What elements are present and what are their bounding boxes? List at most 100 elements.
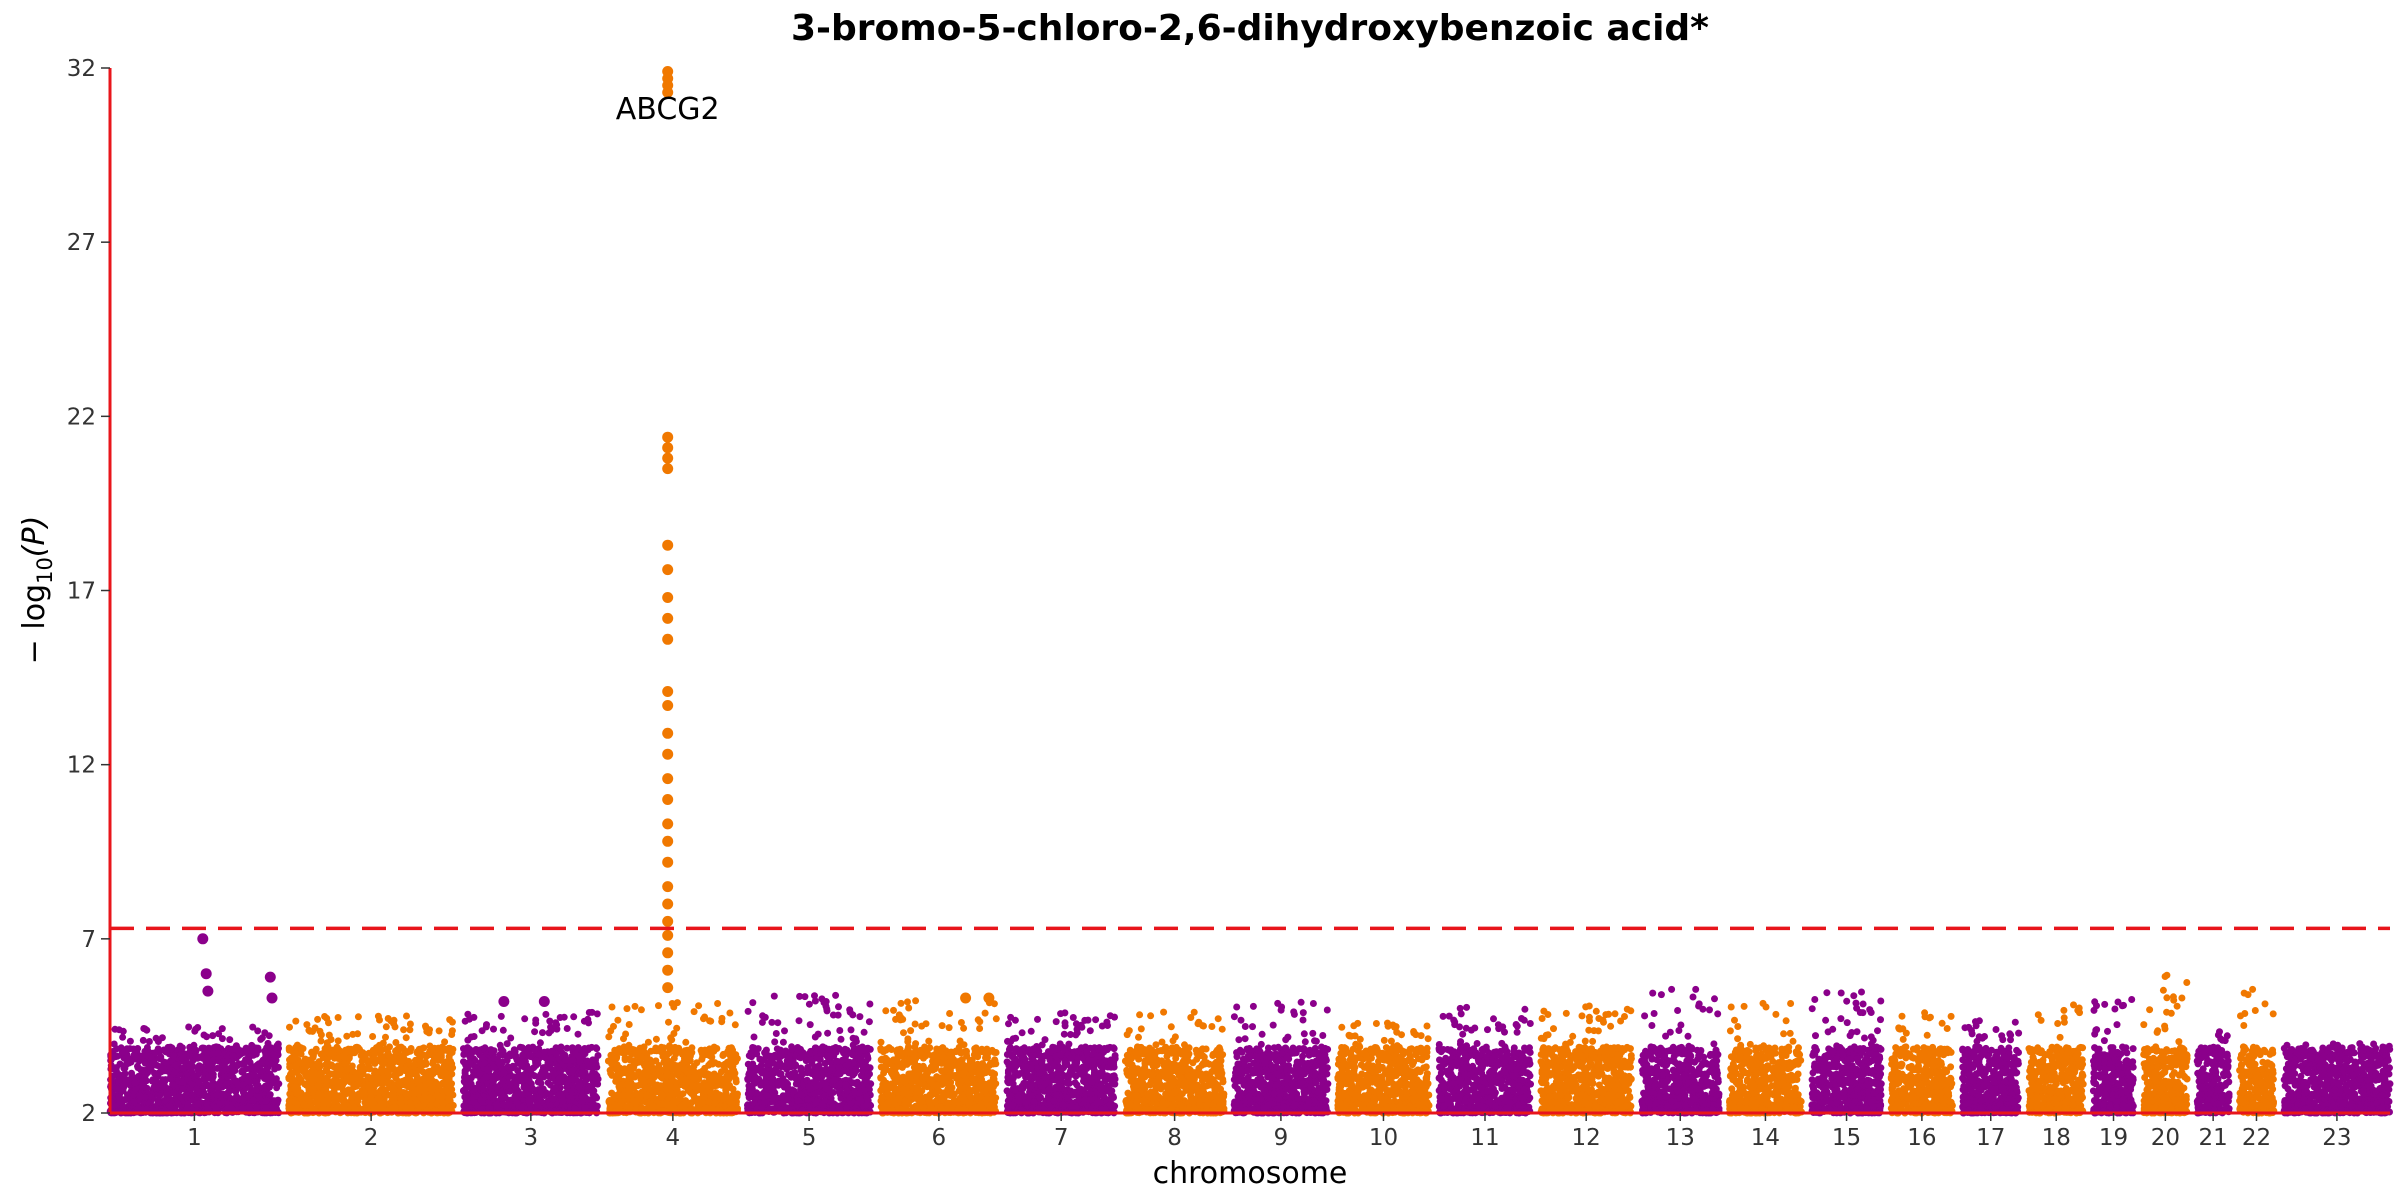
snp-point — [195, 1088, 203, 1096]
snp-point — [188, 1069, 196, 1077]
snp-point — [382, 1033, 389, 1041]
snp-point — [547, 1054, 555, 1062]
snp-point — [556, 1091, 564, 1099]
snp-point — [549, 1095, 557, 1103]
snp-point — [286, 1056, 293, 1064]
snp-point — [718, 1018, 726, 1026]
snp-point — [414, 1078, 422, 1086]
snp-point — [612, 1060, 620, 1068]
snp-point — [691, 1073, 699, 1081]
significant-snp-point — [498, 996, 510, 1007]
snp-point — [666, 1103, 674, 1111]
snp-point — [860, 1028, 868, 1036]
snp-point — [254, 1027, 262, 1035]
snp-point — [699, 1082, 707, 1090]
snp-point — [209, 1032, 217, 1040]
snp-point — [712, 1089, 720, 1097]
snp-point — [161, 1083, 169, 1091]
significant-snp-point — [662, 700, 674, 711]
chromosome-2-points — [285, 1012, 457, 1117]
snp-point — [348, 1093, 356, 1101]
snp-point — [553, 1021, 561, 1029]
snp-point — [420, 1082, 428, 1090]
snp-point — [141, 1025, 149, 1033]
snp-point — [199, 1054, 207, 1062]
snp-point — [669, 1072, 677, 1080]
snp-point — [545, 1029, 553, 1037]
snp-point — [311, 1048, 319, 1056]
snp-point — [391, 1023, 399, 1031]
snp-point — [655, 1002, 662, 1010]
snp-point — [327, 1036, 335, 1043]
snp-point — [620, 1035, 627, 1043]
snp-point — [339, 1086, 347, 1094]
snp-point — [289, 1076, 297, 1084]
snp-point — [266, 1060, 274, 1068]
snp-point — [110, 1101, 118, 1109]
snp-point — [483, 1073, 491, 1081]
snp-point — [653, 1081, 661, 1089]
snp-point — [367, 1074, 375, 1082]
significant-snp-point — [662, 612, 674, 624]
snp-point — [406, 1020, 414, 1028]
significant-snp-point — [662, 915, 674, 927]
snp-point — [805, 1000, 813, 1008]
significant-snp-point — [662, 929, 674, 941]
snp-point — [631, 1047, 639, 1055]
snp-point — [195, 1079, 203, 1087]
snp-point — [480, 1059, 488, 1067]
snp-point — [323, 1045, 331, 1053]
snp-point — [728, 1100, 736, 1108]
snp-point — [537, 1071, 545, 1079]
snp-point — [215, 1030, 223, 1038]
snp-point — [648, 1092, 655, 1099]
snp-point — [512, 1054, 520, 1062]
snp-point — [506, 1080, 514, 1088]
snp-point — [479, 1085, 487, 1093]
snp-point — [224, 1104, 232, 1112]
snp-point — [623, 1005, 631, 1013]
snp-point — [670, 1003, 678, 1011]
snp-point — [406, 1047, 414, 1055]
snp-point — [690, 1062, 698, 1070]
snp-point — [317, 1062, 324, 1070]
snp-point — [500, 1069, 508, 1077]
chromosome-1-points — [106, 933, 283, 1117]
snp-point — [364, 1058, 372, 1066]
snp-point — [285, 1046, 293, 1054]
snp-point — [731, 1021, 739, 1029]
snp-point — [192, 1054, 200, 1062]
snp-point — [614, 1016, 622, 1024]
significant-snp-point — [662, 835, 674, 847]
snp-point — [391, 1103, 399, 1111]
snp-point — [489, 1074, 497, 1082]
snp-point — [772, 1030, 780, 1037]
snp-point — [489, 1091, 497, 1099]
chromosome-4-points — [604, 66, 741, 1117]
snp-point — [372, 1081, 380, 1088]
snp-point — [260, 1073, 268, 1080]
snp-point — [823, 1007, 831, 1015]
snp-point — [255, 1093, 263, 1101]
snp-point — [134, 1062, 141, 1070]
snp-point — [592, 1092, 599, 1100]
snp-point — [474, 1048, 482, 1056]
snp-point — [142, 1077, 150, 1085]
snp-point — [293, 1100, 301, 1108]
snp-point — [616, 1070, 624, 1078]
snp-point — [253, 1103, 261, 1111]
snp-point — [610, 1092, 618, 1099]
snp-point — [224, 1089, 232, 1097]
snp-point — [643, 1068, 651, 1076]
snp-point — [212, 1104, 220, 1112]
snp-point — [429, 1060, 437, 1068]
significant-snp-point — [662, 686, 674, 697]
snp-point — [148, 1077, 156, 1085]
snp-point — [400, 1056, 408, 1064]
snp-point — [563, 1025, 571, 1032]
snp-point — [299, 1067, 307, 1075]
snp-point — [263, 1049, 271, 1057]
snp-point — [522, 1083, 530, 1091]
snp-point — [147, 1099, 154, 1106]
snp-point — [261, 1029, 269, 1037]
